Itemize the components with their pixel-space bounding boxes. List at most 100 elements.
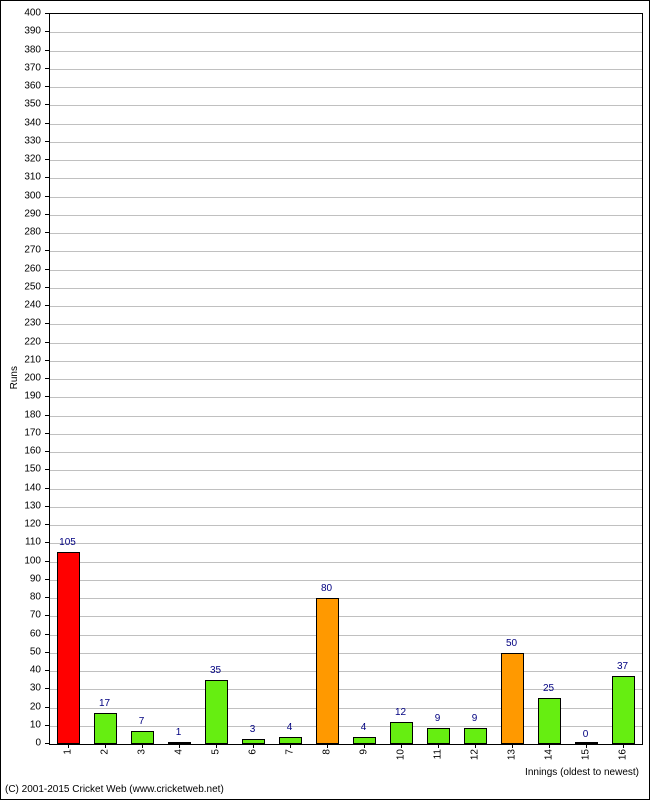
x-tick-label: 2 [99,749,110,755]
x-tick-mark [586,744,587,748]
y-tick-mark [45,396,49,397]
bar [94,713,116,744]
gridline [50,197,642,198]
y-tick-mark [45,652,49,653]
y-tick-label: 180 [24,409,41,420]
y-tick-mark [45,707,49,708]
x-tick-label: 8 [321,749,332,755]
y-tick-label: 390 [24,26,41,37]
bar [57,552,79,744]
y-tick-label: 280 [24,227,41,238]
plot-area [49,13,643,745]
gridline [50,525,642,526]
gridline [50,543,642,544]
bar-value-label: 80 [321,583,332,594]
y-tick-mark [45,141,49,142]
bar [427,728,449,744]
y-tick-label: 370 [24,62,41,73]
y-tick-mark [45,287,49,288]
y-tick-label: 230 [24,318,41,329]
x-tick-mark [68,744,69,748]
gridline [50,124,642,125]
x-tick-mark [623,744,624,748]
y-tick-label: 140 [24,482,41,493]
x-tick-mark [216,744,217,748]
gridline [50,270,642,271]
x-tick-mark [142,744,143,748]
gridline [50,635,642,636]
gridline [50,562,642,563]
y-tick-label: 340 [24,117,41,128]
bar [316,598,338,744]
y-tick-label: 100 [24,555,41,566]
x-tick-mark [105,744,106,748]
bar [390,722,412,744]
y-tick-label: 20 [30,701,41,712]
y-tick-mark [45,305,49,306]
gridline [50,489,642,490]
y-tick-mark [45,688,49,689]
copyright-text: (C) 2001-2015 Cricket Web (www.cricketwe… [5,784,224,795]
y-tick-label: 190 [24,391,41,402]
y-tick-mark [45,31,49,32]
y-tick-label: 400 [24,8,41,19]
y-tick-label: 220 [24,336,41,347]
bar-value-label: 35 [210,665,221,676]
y-tick-mark [45,469,49,470]
x-tick-label: 11 [432,749,443,759]
y-tick-mark [45,342,49,343]
y-tick-label: 90 [30,573,41,584]
chart-container: Runs Innings (oldest to newest) (C) 2001… [0,0,650,800]
y-tick-mark [45,104,49,105]
bar-value-label: 50 [506,638,517,649]
gridline [50,361,642,362]
bar [612,676,634,744]
y-tick-mark [45,86,49,87]
y-tick-mark [45,68,49,69]
y-tick-label: 240 [24,300,41,311]
bar-value-label: 4 [287,722,293,733]
gridline [50,379,642,380]
y-tick-mark [45,488,49,489]
bar-value-label: 9 [435,713,441,724]
gridline [50,87,642,88]
gridline [50,160,642,161]
y-tick-mark [45,415,49,416]
y-tick-label: 320 [24,154,41,165]
y-tick-mark [45,433,49,434]
gridline [50,470,642,471]
y-tick-label: 160 [24,446,41,457]
bar [538,698,560,744]
bar-value-label: 0 [583,729,589,740]
x-tick-label: 9 [358,749,369,755]
gridline [50,452,642,453]
bar-value-label: 37 [617,661,628,672]
y-tick-label: 250 [24,281,41,292]
bar-value-label: 7 [139,716,145,727]
y-tick-label: 360 [24,81,41,92]
bar-value-label: 3 [250,724,256,735]
y-tick-mark [45,13,49,14]
y-tick-mark [45,561,49,562]
x-tick-label: 14 [543,749,554,760]
y-tick-mark [45,214,49,215]
y-tick-label: 310 [24,172,41,183]
bar [501,653,523,744]
y-tick-label: 70 [30,610,41,621]
gridline [50,69,642,70]
y-tick-label: 0 [35,738,41,749]
y-tick-label: 50 [30,646,41,657]
y-tick-mark [45,579,49,580]
y-tick-mark [45,615,49,616]
gridline [50,215,642,216]
y-tick-label: 300 [24,190,41,201]
y-tick-label: 60 [30,628,41,639]
x-tick-mark [512,744,513,748]
y-tick-label: 150 [24,464,41,475]
gridline [50,343,642,344]
y-tick-label: 210 [24,354,41,365]
y-tick-mark [45,196,49,197]
y-tick-mark [45,597,49,598]
bar-value-label: 25 [543,683,554,694]
y-tick-label: 40 [30,665,41,676]
